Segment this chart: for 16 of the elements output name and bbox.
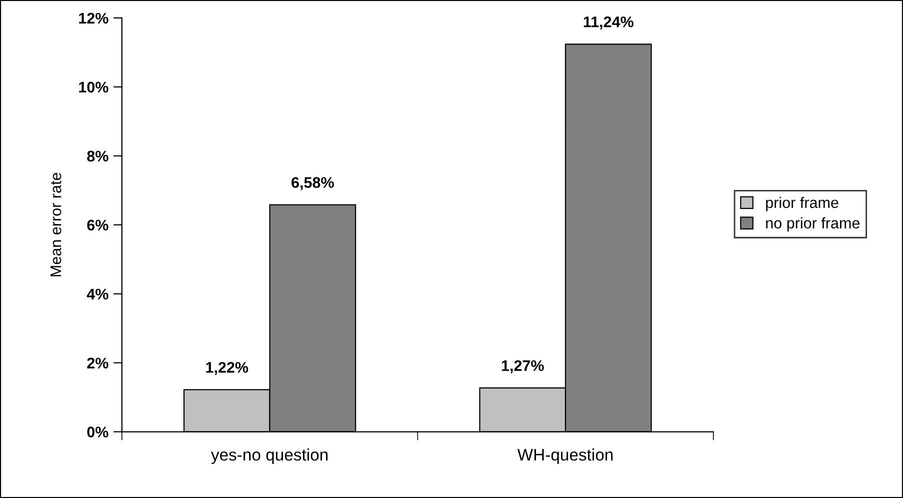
- y-tick-label: 2%: [87, 358, 108, 368]
- y-tick-label: 12%: [79, 12, 108, 24]
- y-tick-label: 8%: [87, 150, 108, 162]
- y-axis-title: Mean error rate: [50, 172, 62, 276]
- legend-label: prior frame: [766, 196, 838, 212]
- legend-label: no prior frame: [766, 217, 860, 232]
- data-label: 11,24%: [584, 16, 634, 30]
- y-tick-label: 6%: [87, 220, 108, 231]
- data-label: 1,27%: [502, 360, 544, 374]
- y-tick-label: 4%: [86, 288, 108, 300]
- x-tick-label: yes-no question: [210, 448, 328, 464]
- data-label: 1,22%: [206, 362, 248, 375]
- x-tick-label: WH-question: [517, 448, 613, 464]
- data-label: 6,58%: [292, 177, 334, 190]
- y-tick-label: 0%: [87, 426, 108, 438]
- y-tick-label: 10%: [79, 82, 108, 93]
